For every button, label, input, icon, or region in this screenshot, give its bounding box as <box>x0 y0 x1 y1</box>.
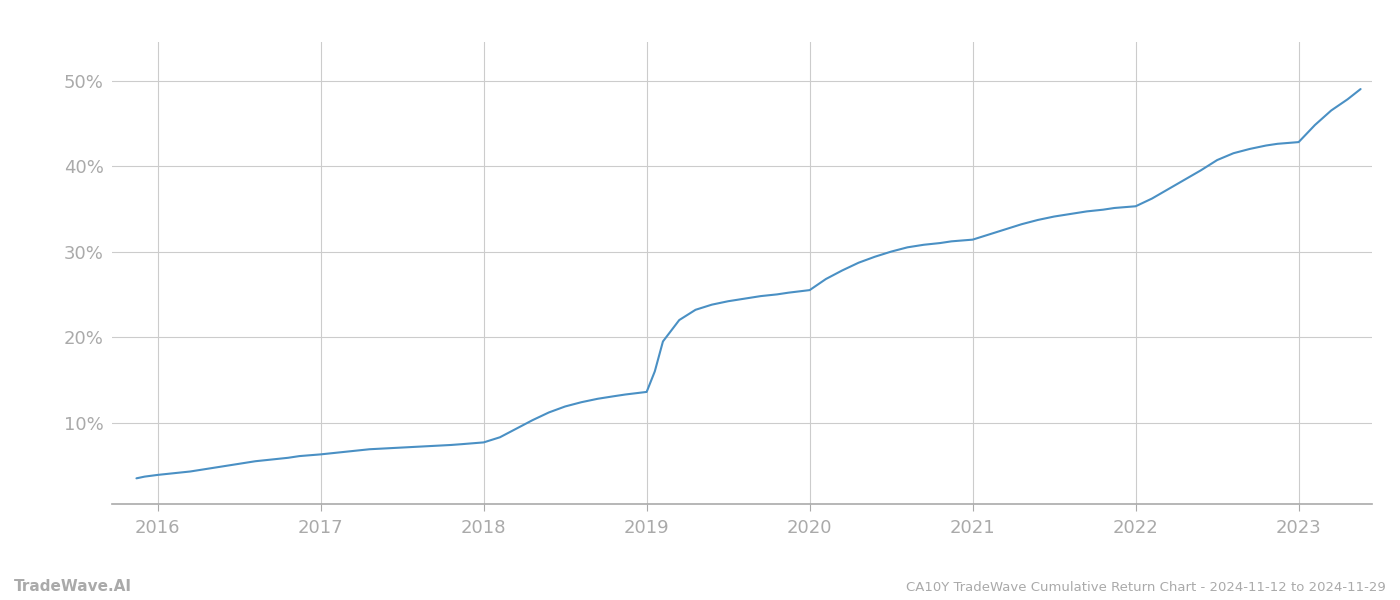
Text: CA10Y TradeWave Cumulative Return Chart - 2024-11-12 to 2024-11-29: CA10Y TradeWave Cumulative Return Chart … <box>906 581 1386 594</box>
Text: TradeWave.AI: TradeWave.AI <box>14 579 132 594</box>
